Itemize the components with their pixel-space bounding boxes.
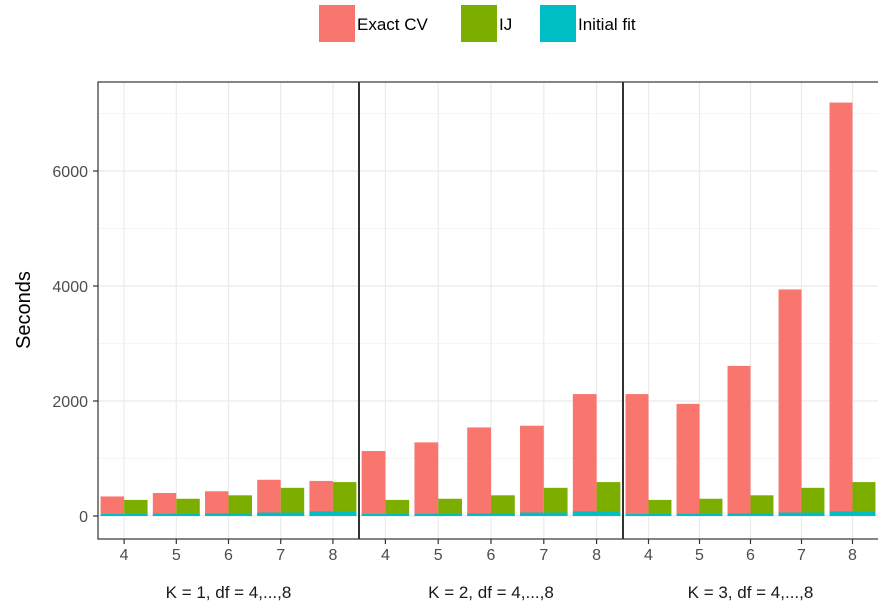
bar-initial-fit xyxy=(205,513,229,516)
bar-exact-cv xyxy=(625,394,649,516)
bar-initial-fit xyxy=(543,512,568,516)
bar-initial-fit xyxy=(829,511,853,516)
bar-initial-fit xyxy=(727,513,751,516)
y-tick-label: 6000 xyxy=(52,164,88,181)
bar-ij xyxy=(176,498,200,516)
bar-initial-fit xyxy=(176,513,200,516)
bar-initial-fit xyxy=(750,513,774,516)
bar-ij xyxy=(332,482,357,516)
x-tick-label: 5 xyxy=(172,547,181,564)
bar-initial-fit xyxy=(414,513,439,516)
bar-exact-cv xyxy=(727,365,751,516)
x-tick-label: 8 xyxy=(848,547,857,564)
bar-initial-fit xyxy=(699,513,723,516)
bar-exact-cv xyxy=(829,102,853,516)
bar-exact-cv xyxy=(520,425,544,516)
bar-initial-fit xyxy=(852,511,876,516)
bar-exact-cv xyxy=(257,479,281,516)
bar-exact-cv xyxy=(205,491,229,516)
bar-exact-cv xyxy=(361,451,386,516)
bar-initial-fit xyxy=(572,511,597,516)
plot-border xyxy=(97,81,878,540)
bar-initial-fit xyxy=(309,511,333,516)
legend-swatch-initial-fit xyxy=(540,5,576,42)
bar-initial-fit xyxy=(228,513,252,516)
bar-exact-cv xyxy=(152,493,177,516)
x-tick-label: 7 xyxy=(797,547,806,564)
legend-label: Initial fit xyxy=(578,15,636,34)
bar-ij xyxy=(596,482,621,516)
legend-label: Exact CV xyxy=(357,15,429,34)
x-tick-label: 4 xyxy=(644,547,653,564)
bar-initial-fit xyxy=(625,513,649,516)
x-tick-label: 5 xyxy=(695,547,704,564)
bar-initial-fit xyxy=(778,512,802,516)
x-tick-label: 7 xyxy=(539,547,548,564)
x-tick-label: 6 xyxy=(487,547,496,564)
legend-label: IJ xyxy=(499,15,512,34)
bar-ij xyxy=(385,499,410,516)
bar-ij xyxy=(124,499,148,516)
bar-ij xyxy=(852,482,876,516)
bar-initial-fit xyxy=(491,513,515,516)
bar-initial-fit xyxy=(361,513,386,516)
x-tick-label: 6 xyxy=(224,547,233,564)
bar-initial-fit xyxy=(100,513,125,516)
bar-exact-cv xyxy=(100,496,125,516)
bar-initial-fit xyxy=(280,512,305,516)
bar-initial-fit xyxy=(438,513,462,516)
bar-exact-cv xyxy=(676,403,700,516)
bar-exact-cv xyxy=(414,442,439,516)
bar-initial-fit xyxy=(257,512,281,516)
bar-initial-fit xyxy=(801,512,825,516)
legend-swatch-exact-cv xyxy=(319,5,355,42)
bar-initial-fit xyxy=(467,513,491,516)
bar-initial-fit xyxy=(596,511,621,516)
y-tick-label: 2000 xyxy=(52,394,88,411)
bar-initial-fit xyxy=(124,513,148,516)
bar-initial-fit xyxy=(152,513,177,516)
y-tick-label: 4000 xyxy=(52,279,88,296)
y-tick-label: 0 xyxy=(79,509,88,526)
bar-ij xyxy=(228,495,252,516)
bar-exact-cv xyxy=(467,427,491,516)
x-tick-label: 6 xyxy=(746,547,755,564)
bar-initial-fit xyxy=(385,513,410,516)
bar-ij xyxy=(801,487,825,516)
legend-swatch-ij xyxy=(461,5,497,42)
bar-ij xyxy=(699,498,723,516)
x-tick-label: 4 xyxy=(381,547,390,564)
y-axis-title: Seconds xyxy=(13,271,35,349)
bar-ij xyxy=(750,495,774,516)
x-tick-label: 8 xyxy=(592,547,601,564)
bar-exact-cv xyxy=(309,480,333,516)
facet-label: K = 1, df = 4,...,8 xyxy=(166,583,292,602)
bar-exact-cv xyxy=(778,289,802,516)
bar-exact-cv xyxy=(572,394,597,516)
bar-ij xyxy=(648,499,672,516)
bar-initial-fit xyxy=(520,512,544,516)
x-tick-label: 8 xyxy=(328,547,337,564)
bar-initial-fit xyxy=(332,511,357,516)
x-tick-label: 7 xyxy=(276,547,285,564)
bar-ij xyxy=(491,495,515,516)
bar-initial-fit xyxy=(676,513,700,516)
facet-label: K = 3, df = 4,...,8 xyxy=(688,583,814,602)
bar-ij xyxy=(280,487,305,516)
x-tick-label: 5 xyxy=(434,547,443,564)
bar-ij xyxy=(543,487,568,516)
bar-initial-fit xyxy=(648,513,672,516)
x-tick-label: 4 xyxy=(120,547,129,564)
bar-ij xyxy=(438,498,462,516)
facet-label: K = 2, df = 4,...,8 xyxy=(428,583,554,602)
